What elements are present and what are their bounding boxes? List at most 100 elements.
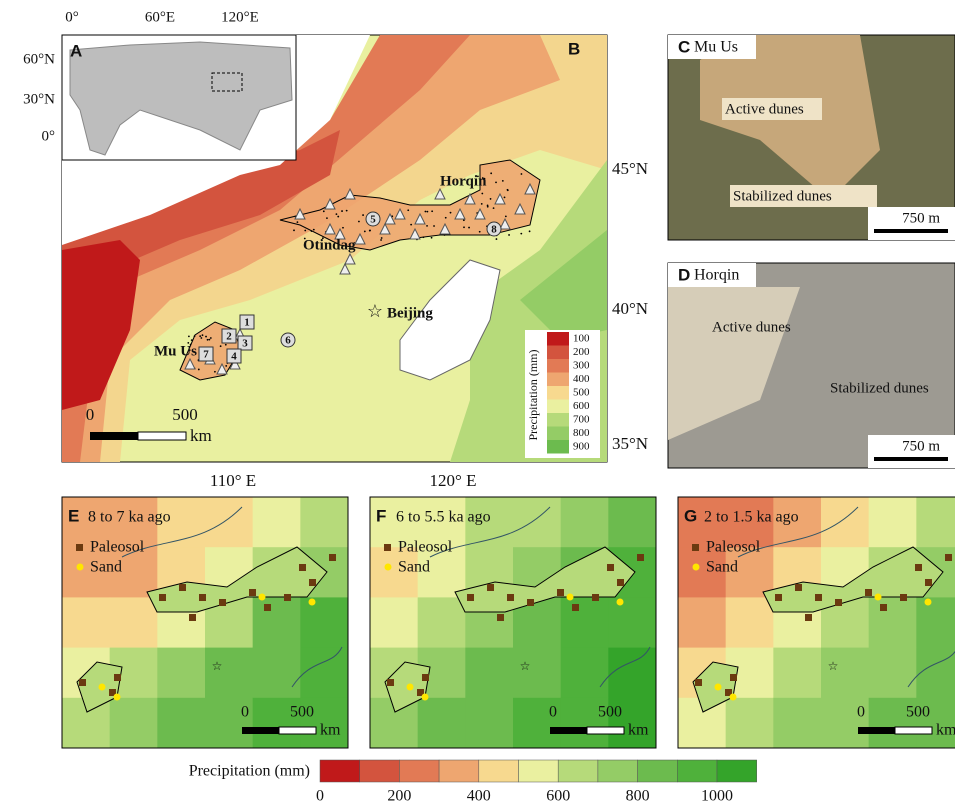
legend-sand — [693, 564, 700, 571]
precip-cell — [62, 597, 110, 648]
legend-swatch — [547, 400, 569, 414]
place-label: Mu Us — [154, 343, 197, 359]
paleosol-marker — [945, 554, 952, 561]
scale-bar — [550, 727, 587, 734]
colorbar-cell — [638, 760, 678, 782]
paleosol-marker — [249, 589, 256, 596]
sand-marker — [715, 684, 722, 691]
dot — [369, 230, 371, 232]
colorbar-tick: 800 — [626, 788, 650, 805]
precip-cell — [300, 597, 348, 648]
dot — [346, 210, 348, 212]
dot — [496, 238, 498, 240]
dot — [407, 209, 409, 211]
place-label: Horqin — [440, 173, 487, 189]
dot — [410, 224, 412, 226]
paleosol-marker — [637, 554, 644, 561]
precip-cell — [561, 497, 609, 548]
paleosol-marker — [79, 679, 86, 686]
scale-bar — [138, 432, 186, 440]
dot — [358, 221, 360, 223]
scale-label: km — [190, 426, 212, 445]
legend-swatch — [547, 332, 569, 346]
dot — [326, 217, 328, 219]
precip-cell — [869, 497, 917, 548]
dot — [311, 230, 313, 232]
dot — [337, 216, 339, 218]
precip-cell — [821, 497, 869, 548]
paleosol-marker — [915, 564, 922, 571]
period: 6 to 5.5 ka ago — [396, 509, 491, 526]
precip-cell — [157, 698, 205, 749]
dot — [450, 212, 452, 214]
dot — [220, 345, 222, 347]
colorbar-cell — [519, 760, 559, 782]
dot — [490, 198, 492, 200]
legend-swatch — [547, 346, 569, 360]
precip-cell — [205, 648, 253, 699]
precip-cell — [300, 497, 348, 548]
paleosol-marker — [179, 584, 186, 591]
star: ☆ — [367, 301, 383, 321]
lat-tick: 45°N — [612, 159, 648, 178]
legend-label: Sand — [90, 559, 122, 576]
legend-label: Paleosol — [398, 539, 453, 556]
precip-cell — [726, 698, 774, 749]
scale-label: 0 — [86, 405, 95, 424]
sand-marker — [925, 599, 932, 606]
photo-site: Horqin — [694, 267, 739, 284]
scale-bar — [874, 229, 948, 233]
precip-cell — [253, 597, 301, 648]
dot — [225, 344, 227, 346]
precip-cell — [561, 597, 609, 648]
dot — [505, 215, 507, 217]
legend-label: Paleosol — [706, 539, 761, 556]
panel-label: D — [678, 265, 690, 284]
dot — [297, 221, 299, 223]
precip-cell — [869, 597, 917, 648]
lon-tick: 0° — [65, 9, 79, 25]
dot — [198, 369, 200, 371]
precip-cell — [157, 648, 205, 699]
scale-label: 500 — [290, 704, 314, 721]
precip-cell — [110, 597, 158, 648]
star: ☆ — [520, 659, 531, 673]
dot — [202, 334, 204, 336]
precip-cell — [869, 648, 917, 699]
lon-tick: 60°E — [145, 9, 175, 25]
dot — [225, 365, 227, 367]
dot — [520, 233, 522, 235]
dot — [481, 203, 483, 205]
paleosol-marker — [795, 584, 802, 591]
legend-sand — [385, 564, 392, 571]
dot — [341, 210, 343, 212]
dot — [380, 239, 382, 241]
dot — [426, 211, 428, 213]
panel-label: F — [376, 506, 386, 525]
star: ☆ — [212, 659, 223, 673]
legend-paleosol — [384, 544, 391, 551]
paleosol-marker — [617, 579, 624, 586]
legend-label: 300 — [573, 360, 590, 372]
star: ☆ — [828, 659, 839, 673]
sand-marker — [407, 684, 414, 691]
precip-cell — [110, 698, 158, 749]
annotation: Active dunes — [725, 101, 804, 117]
colorbar-tick: 0 — [316, 788, 324, 805]
legend-label: 200 — [573, 346, 590, 358]
legend-swatch — [547, 413, 569, 427]
precip-cell — [253, 648, 301, 699]
dot — [445, 217, 447, 219]
legend-label: Sand — [706, 559, 738, 576]
paleosol-marker — [775, 594, 782, 601]
legend-label: 600 — [573, 400, 590, 412]
colorbar-cell — [479, 760, 519, 782]
paleosol-marker — [159, 594, 166, 601]
paleosol-marker — [422, 674, 429, 681]
precip-cell — [726, 597, 774, 648]
dot — [487, 204, 489, 206]
lon-tick: 120°E — [221, 9, 259, 25]
precip-cell — [916, 497, 955, 548]
panel-label: B — [568, 39, 580, 58]
scale-label: km — [628, 722, 649, 739]
